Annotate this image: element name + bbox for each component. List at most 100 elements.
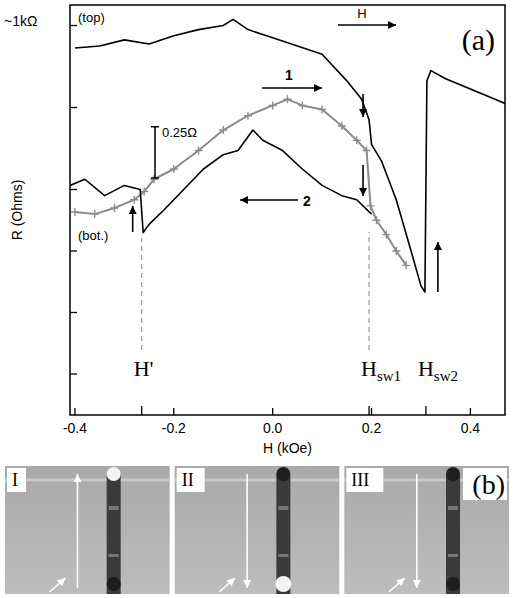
series-line	[75, 19, 505, 292]
panel-label: (b)	[472, 469, 505, 500]
series-marker	[91, 210, 99, 218]
field-direction-arrow-head	[226, 578, 235, 586]
series-marker	[363, 147, 371, 155]
end-contrast	[107, 467, 121, 481]
x-tick-label: 0.4	[461, 420, 481, 436]
field-direction-arrow-head	[57, 578, 66, 586]
jump-arrow-head	[434, 242, 442, 250]
field-marker-main: H	[361, 356, 377, 381]
panel-label: (a)	[462, 23, 495, 57]
field-arrow-shaft	[338, 24, 396, 26]
series-marker	[219, 126, 227, 134]
series-line	[70, 130, 372, 233]
x-tick	[371, 408, 372, 415]
x-axis-title: H (kOe)	[263, 440, 312, 456]
series-marker	[402, 261, 410, 269]
x-tick	[74, 408, 75, 415]
field-direction-arrow-shaft	[219, 578, 235, 592]
image-streak	[5, 479, 170, 482]
scale-bar	[151, 127, 159, 178]
series-marker	[318, 106, 326, 114]
image-background	[344, 466, 509, 594]
y-tick	[70, 189, 77, 190]
image-content	[5, 467, 170, 594]
field-marker-line	[141, 238, 142, 350]
sweep-arrow-head	[314, 84, 322, 92]
image-label-box	[346, 468, 383, 492]
magnetization-arrow-shaft	[77, 474, 79, 588]
nanowire	[107, 470, 121, 594]
end-contrast	[275, 576, 291, 592]
series-marker	[367, 202, 375, 210]
figure: -0.4-0.20.00.20.4H (kOe)R (Ohms)(top)12~…	[0, 0, 514, 598]
image-label: I	[12, 470, 18, 490]
series-marker	[353, 136, 361, 144]
series-line	[75, 99, 406, 265]
x-tick	[272, 408, 273, 415]
jump-arrow	[434, 242, 442, 292]
image-label: III	[351, 470, 369, 490]
field-direction-arrow-shaft	[49, 578, 65, 592]
nanowire-contrast	[278, 506, 288, 510]
image-label: II	[182, 470, 194, 490]
series-label: (top)	[78, 10, 105, 25]
nanowire-contrast	[448, 554, 458, 557]
field-marker-tick	[141, 406, 142, 415]
x-tick-label: 0.0	[263, 420, 283, 436]
series-marker	[298, 101, 306, 109]
series-marker	[382, 231, 390, 239]
y-tick	[70, 25, 77, 26]
field-direction-arrow	[219, 578, 235, 592]
series-marker	[110, 204, 118, 212]
image-background	[5, 466, 170, 594]
field-direction-arrow	[389, 578, 405, 592]
y-tick	[70, 312, 77, 313]
sweep-arrow-shaft	[240, 199, 298, 201]
series-marker	[269, 101, 277, 109]
field-marker-main: H	[418, 356, 434, 381]
sweep-arrow	[262, 84, 322, 92]
nanowire-contrast	[278, 554, 288, 557]
nanowire	[446, 470, 460, 594]
magnetization-arrow-head	[413, 580, 421, 588]
panel-label-box	[463, 468, 507, 500]
x-tick-label: -0.4	[63, 420, 87, 436]
field-arrow	[338, 21, 396, 29]
magnetization-arrow	[243, 474, 251, 588]
nanowire-contrast	[448, 506, 458, 510]
series-marker	[140, 188, 148, 196]
series-marker	[71, 208, 79, 216]
y-tick	[70, 107, 77, 108]
image-label-box	[7, 468, 26, 492]
field-marker-main: H'	[134, 356, 154, 381]
y-axis-title: R (Ohms)	[9, 180, 25, 241]
bottom-label: (bot.)	[78, 228, 108, 243]
series-label: 1	[285, 67, 293, 83]
series-marker	[284, 95, 292, 103]
series-marker	[195, 147, 203, 155]
series-marker	[170, 165, 178, 173]
end-contrast	[446, 467, 460, 481]
series-marker	[392, 247, 400, 255]
plot-frame	[70, 5, 505, 415]
jump-arrow-head	[359, 188, 367, 196]
magnetization-arrow-shaft	[246, 474, 248, 588]
field-marker-tick	[368, 406, 369, 415]
field-label: H	[357, 6, 366, 21]
field-marker-line	[368, 232, 369, 350]
x-tick-label: 0.2	[362, 420, 382, 436]
image-background	[175, 466, 340, 594]
series-marker	[150, 175, 158, 183]
field-marker-sub: sw1	[377, 368, 401, 384]
nanowire	[276, 470, 290, 594]
series-marker	[372, 216, 380, 224]
series-label: 2	[303, 193, 311, 209]
jump-arrow	[359, 165, 367, 196]
image-panel: II	[175, 466, 340, 598]
field-marker-sub: sw2	[434, 368, 458, 384]
image-panel: III	[344, 466, 509, 598]
magnetization-arrow-head	[73, 474, 81, 482]
field-direction-arrow-shaft	[389, 578, 405, 592]
field-marker-tick	[425, 406, 426, 415]
jump-arrow	[129, 206, 137, 232]
